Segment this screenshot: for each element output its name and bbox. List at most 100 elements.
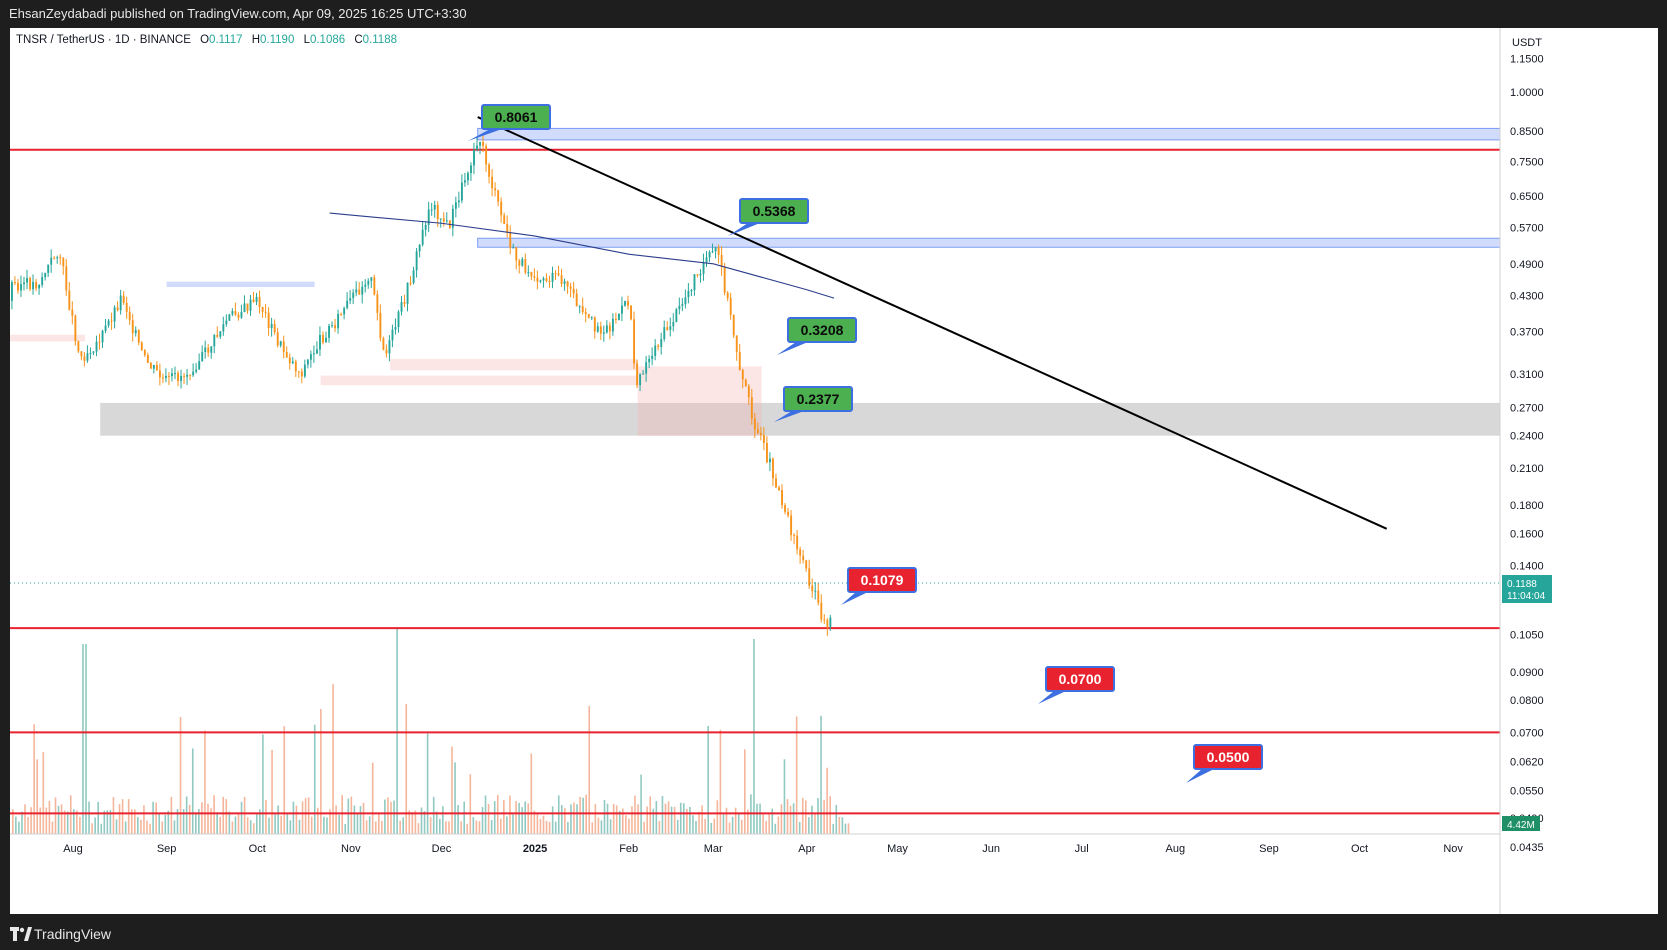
price-callout[interactable]: 0.0500 bbox=[1186, 744, 1263, 783]
volume-bar bbox=[811, 805, 813, 834]
price-annotations[interactable]: 0.8061 0.5368 0.3208 0.2377 0.1079 0.0700 0.05… bbox=[468, 104, 1263, 783]
candle-body bbox=[32, 281, 35, 290]
candle-body bbox=[787, 511, 790, 516]
price-callout[interactable]: 0.3208 bbox=[777, 317, 857, 355]
candle-body bbox=[59, 257, 62, 259]
volume-bar bbox=[548, 821, 551, 834]
axis-unit: USDT bbox=[1512, 37, 1542, 49]
candle-body bbox=[684, 297, 687, 305]
volume-bar bbox=[240, 801, 243, 834]
last-price-value: 0.1188 bbox=[1507, 579, 1537, 590]
volume-bar bbox=[463, 801, 465, 834]
volume-bar bbox=[341, 795, 343, 834]
y-tick-label: 0.1800 bbox=[1510, 500, 1544, 512]
candle-body bbox=[587, 314, 590, 318]
candle-body bbox=[68, 290, 71, 310]
volume-bar bbox=[442, 806, 444, 834]
x-tick-label: Jul bbox=[1075, 843, 1089, 855]
volume-bar bbox=[551, 806, 554, 834]
callout-box bbox=[783, 386, 853, 412]
candle-body bbox=[442, 218, 445, 222]
faint-zone bbox=[166, 281, 315, 288]
callout-pointer bbox=[468, 129, 502, 141]
volume-bar bbox=[313, 724, 316, 834]
symbol-name: TNSR / TetherUS · 1D · BINANCE bbox=[16, 34, 191, 46]
volume-bar bbox=[588, 705, 591, 834]
symbol-legend[interactable]: TNSR / TetherUS · 1D · BINANCE O0.1117 H… bbox=[16, 34, 397, 46]
volume-bar bbox=[188, 804, 191, 834]
volume-bar bbox=[39, 807, 42, 834]
open-label: O bbox=[200, 34, 209, 46]
candle-body bbox=[50, 257, 53, 265]
candle-body bbox=[823, 619, 826, 621]
candle-body bbox=[527, 272, 530, 274]
volume-bar bbox=[265, 799, 267, 834]
time-axis[interactable]: Aug Sep Oct Nov Dec 2025 Feb Mar Apr May Jun Jul Aug… bbox=[63, 843, 1463, 855]
candle-body bbox=[300, 371, 303, 377]
volume-bar bbox=[673, 806, 676, 834]
volume-bar bbox=[704, 818, 706, 834]
x-tick-label: Sep bbox=[1259, 843, 1279, 855]
candle-body bbox=[107, 320, 110, 326]
callout-label: 0.1079 bbox=[861, 572, 904, 588]
price-chart[interactable]: 0.8061 0.5368 0.3208 0.2377 0.1079 0.0700 0.05… bbox=[6, 28, 1658, 914]
volume-bar bbox=[323, 816, 325, 834]
candle-body bbox=[460, 182, 463, 201]
candle-body bbox=[645, 362, 648, 374]
volume-bar bbox=[652, 808, 655, 834]
volume-bar bbox=[182, 809, 185, 834]
volume-bar bbox=[789, 805, 792, 834]
candle-body bbox=[92, 351, 95, 353]
trend-line[interactable] bbox=[477, 116, 1388, 530]
price-callout[interactable]: 0.5368 bbox=[728, 198, 809, 236]
volume-bar bbox=[600, 820, 603, 834]
price-callout[interactable]: 0.2377 bbox=[774, 386, 853, 422]
tradingview-logo-icon bbox=[10, 927, 32, 941]
volume-bar bbox=[207, 803, 209, 834]
volume-bar bbox=[283, 726, 286, 834]
candle-body bbox=[790, 515, 793, 535]
close-value: 0.1188 bbox=[363, 34, 397, 46]
volume-bar bbox=[768, 813, 770, 834]
volume-bar bbox=[167, 810, 170, 834]
volume-bar bbox=[805, 800, 807, 834]
volume-bar bbox=[448, 821, 450, 834]
volume-bar bbox=[237, 814, 240, 834]
candle-body bbox=[485, 145, 488, 165]
candle-body bbox=[696, 274, 699, 276]
candle-body bbox=[630, 305, 632, 320]
volume-bar bbox=[21, 811, 23, 834]
volume-bar bbox=[45, 807, 48, 834]
volume-bar bbox=[798, 821, 801, 834]
candle-body bbox=[560, 275, 563, 284]
x-tick-label: Nov bbox=[1443, 843, 1463, 855]
candle-body bbox=[711, 251, 714, 253]
candle-body bbox=[168, 375, 170, 377]
price-callout[interactable]: 0.0700 bbox=[1038, 666, 1115, 704]
candle-body bbox=[808, 568, 811, 586]
volume-bar bbox=[289, 820, 292, 834]
candle-body bbox=[412, 270, 415, 283]
chart-area[interactable]: 0.8061 0.5368 0.3208 0.2377 0.1079 0.0700 0.05… bbox=[6, 28, 1658, 914]
volume-bar bbox=[454, 762, 456, 834]
candle-body bbox=[86, 353, 89, 361]
candle-body bbox=[222, 324, 225, 332]
callout-label: 0.3208 bbox=[801, 322, 844, 338]
candle-body bbox=[14, 282, 16, 284]
price-callout[interactable]: 0.1079 bbox=[841, 567, 917, 605]
volume-bar bbox=[118, 804, 121, 834]
candle-body bbox=[77, 341, 80, 352]
candle-body bbox=[427, 209, 430, 225]
volume-bar bbox=[451, 746, 453, 834]
x-tick-label: Feb bbox=[619, 843, 638, 855]
price-callout[interactable]: 0.8061 bbox=[468, 104, 551, 141]
candle-body bbox=[762, 435, 765, 444]
candle-body bbox=[288, 357, 291, 364]
volume-bar bbox=[103, 810, 106, 834]
y-tick-label: 0.3100 bbox=[1510, 369, 1544, 381]
volume-bar bbox=[292, 801, 295, 834]
candle-body bbox=[38, 284, 41, 289]
candle-body bbox=[642, 373, 645, 375]
volume-bar bbox=[326, 817, 328, 834]
x-tick-label: Dec bbox=[432, 843, 452, 855]
